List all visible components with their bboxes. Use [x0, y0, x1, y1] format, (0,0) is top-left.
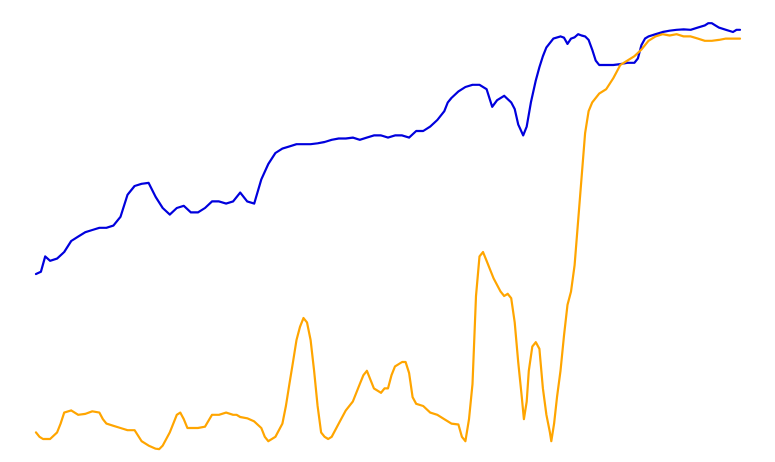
series-line-2 [34, 33, 742, 451]
series-layer [34, 22, 742, 451]
series-line-1 [34, 22, 742, 276]
